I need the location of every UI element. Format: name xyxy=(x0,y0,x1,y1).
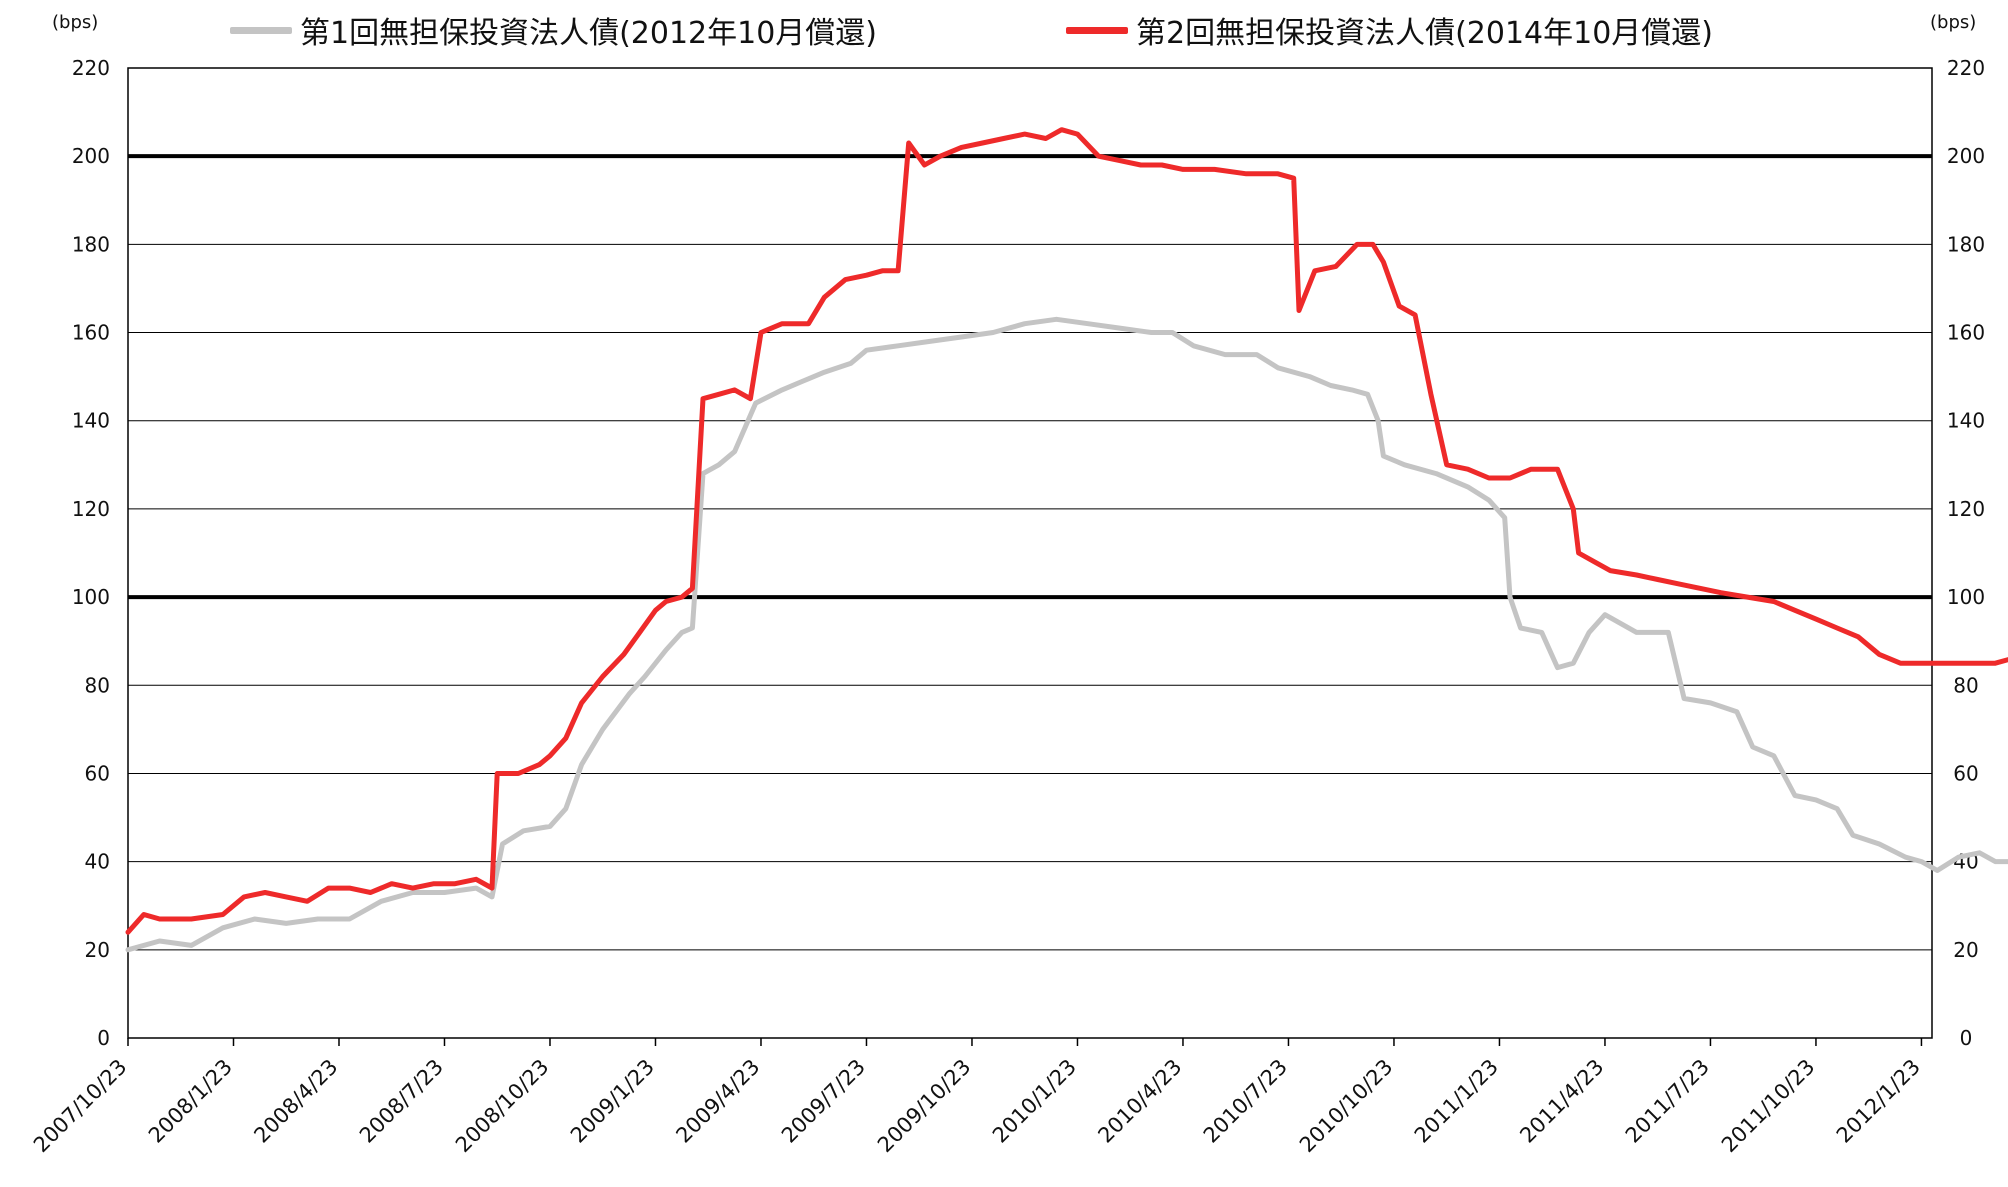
y-tick-label-left: 120 xyxy=(72,497,110,521)
legend-swatch-series2 xyxy=(1066,26,1128,34)
y-tick-label-left: 60 xyxy=(85,761,110,785)
legend-label-series2: 第2回無担保投資法人債(2014年10月償還) xyxy=(1136,16,1714,51)
x-tick-label: 2009/4/23 xyxy=(671,1055,764,1148)
y-tick-label-right: 120 xyxy=(1947,497,1985,521)
y-tick-label-right: 200 xyxy=(1947,144,1985,168)
legend-label-series1: 第1回無担保投資法人債(2012年10月償還) xyxy=(300,16,878,51)
y-tick-label-right: 160 xyxy=(1947,321,1985,345)
y-tick-label-right: 20 xyxy=(1953,938,1978,962)
y-tick-label-right: 80 xyxy=(1953,673,1978,697)
x-tick-label: 2011/7/23 xyxy=(1621,1055,1714,1148)
left-axis-unit: (bps) xyxy=(52,12,99,33)
legend-swatch-series1 xyxy=(230,26,292,34)
x-tick-label: 2009/7/23 xyxy=(777,1055,870,1148)
x-tick-label: 2008/10/23 xyxy=(451,1055,554,1158)
y-tick-label-left: 160 xyxy=(72,321,110,345)
x-tick-label: 2011/4/23 xyxy=(1515,1055,1608,1148)
y-tick-label-left: 200 xyxy=(72,144,110,168)
y-tick-label-left: 20 xyxy=(85,938,110,962)
y-tick-label-right: 100 xyxy=(1947,585,1985,609)
y-tick-label-right: 220 xyxy=(1947,56,1985,80)
y-tick-label-left: 180 xyxy=(72,232,110,256)
x-tick-label: 2007/10/23 xyxy=(29,1055,132,1158)
x-tick-label: 2008/1/23 xyxy=(144,1055,237,1148)
x-tick-label: 2011/10/23 xyxy=(1717,1055,1820,1158)
legend-item-series1: 第1回無担保投資法人債(2012年10月償還) xyxy=(230,8,877,52)
y-tick-label-left: 100 xyxy=(72,585,110,609)
x-tick-label: 2008/4/23 xyxy=(249,1055,342,1148)
series-line-1 xyxy=(125,316,2008,953)
x-tick-label: 2008/7/23 xyxy=(355,1055,448,1148)
series-line-2 xyxy=(125,127,2008,935)
y-tick-label-right: 140 xyxy=(1947,409,1985,433)
right-axis-unit: (bps) xyxy=(1930,12,1977,33)
y-tick-label-right: 60 xyxy=(1953,761,1978,785)
x-tick-label: 2011/1/23 xyxy=(1410,1055,1503,1148)
y-tick-label-left: 80 xyxy=(85,673,110,697)
y-tick-label-right: 0 xyxy=(1960,1026,1973,1050)
plot-frame xyxy=(127,67,1933,1039)
x-tick-label: 2010/10/23 xyxy=(1295,1055,1398,1158)
y-tick-label-left: 140 xyxy=(72,409,110,433)
x-tick-label: 2010/4/23 xyxy=(1093,1055,1186,1148)
y-tick-label-right: 180 xyxy=(1947,232,1985,256)
x-tick-label: 2009/10/23 xyxy=(873,1055,976,1158)
y-tick-label-left: 220 xyxy=(72,56,110,80)
x-tick-label: 2010/1/23 xyxy=(988,1055,1081,1148)
x-tick-label: 2012/1/23 xyxy=(1832,1055,1925,1148)
x-tick-label: 2010/7/23 xyxy=(1199,1055,1292,1148)
y-tick-label-left: 40 xyxy=(85,850,110,874)
x-tick-label: 2009/1/23 xyxy=(566,1055,659,1148)
legend-item-series2: 第2回無担保投資法人債(2014年10月償還) xyxy=(1066,8,1713,52)
y-tick-label-left: 0 xyxy=(97,1026,110,1050)
